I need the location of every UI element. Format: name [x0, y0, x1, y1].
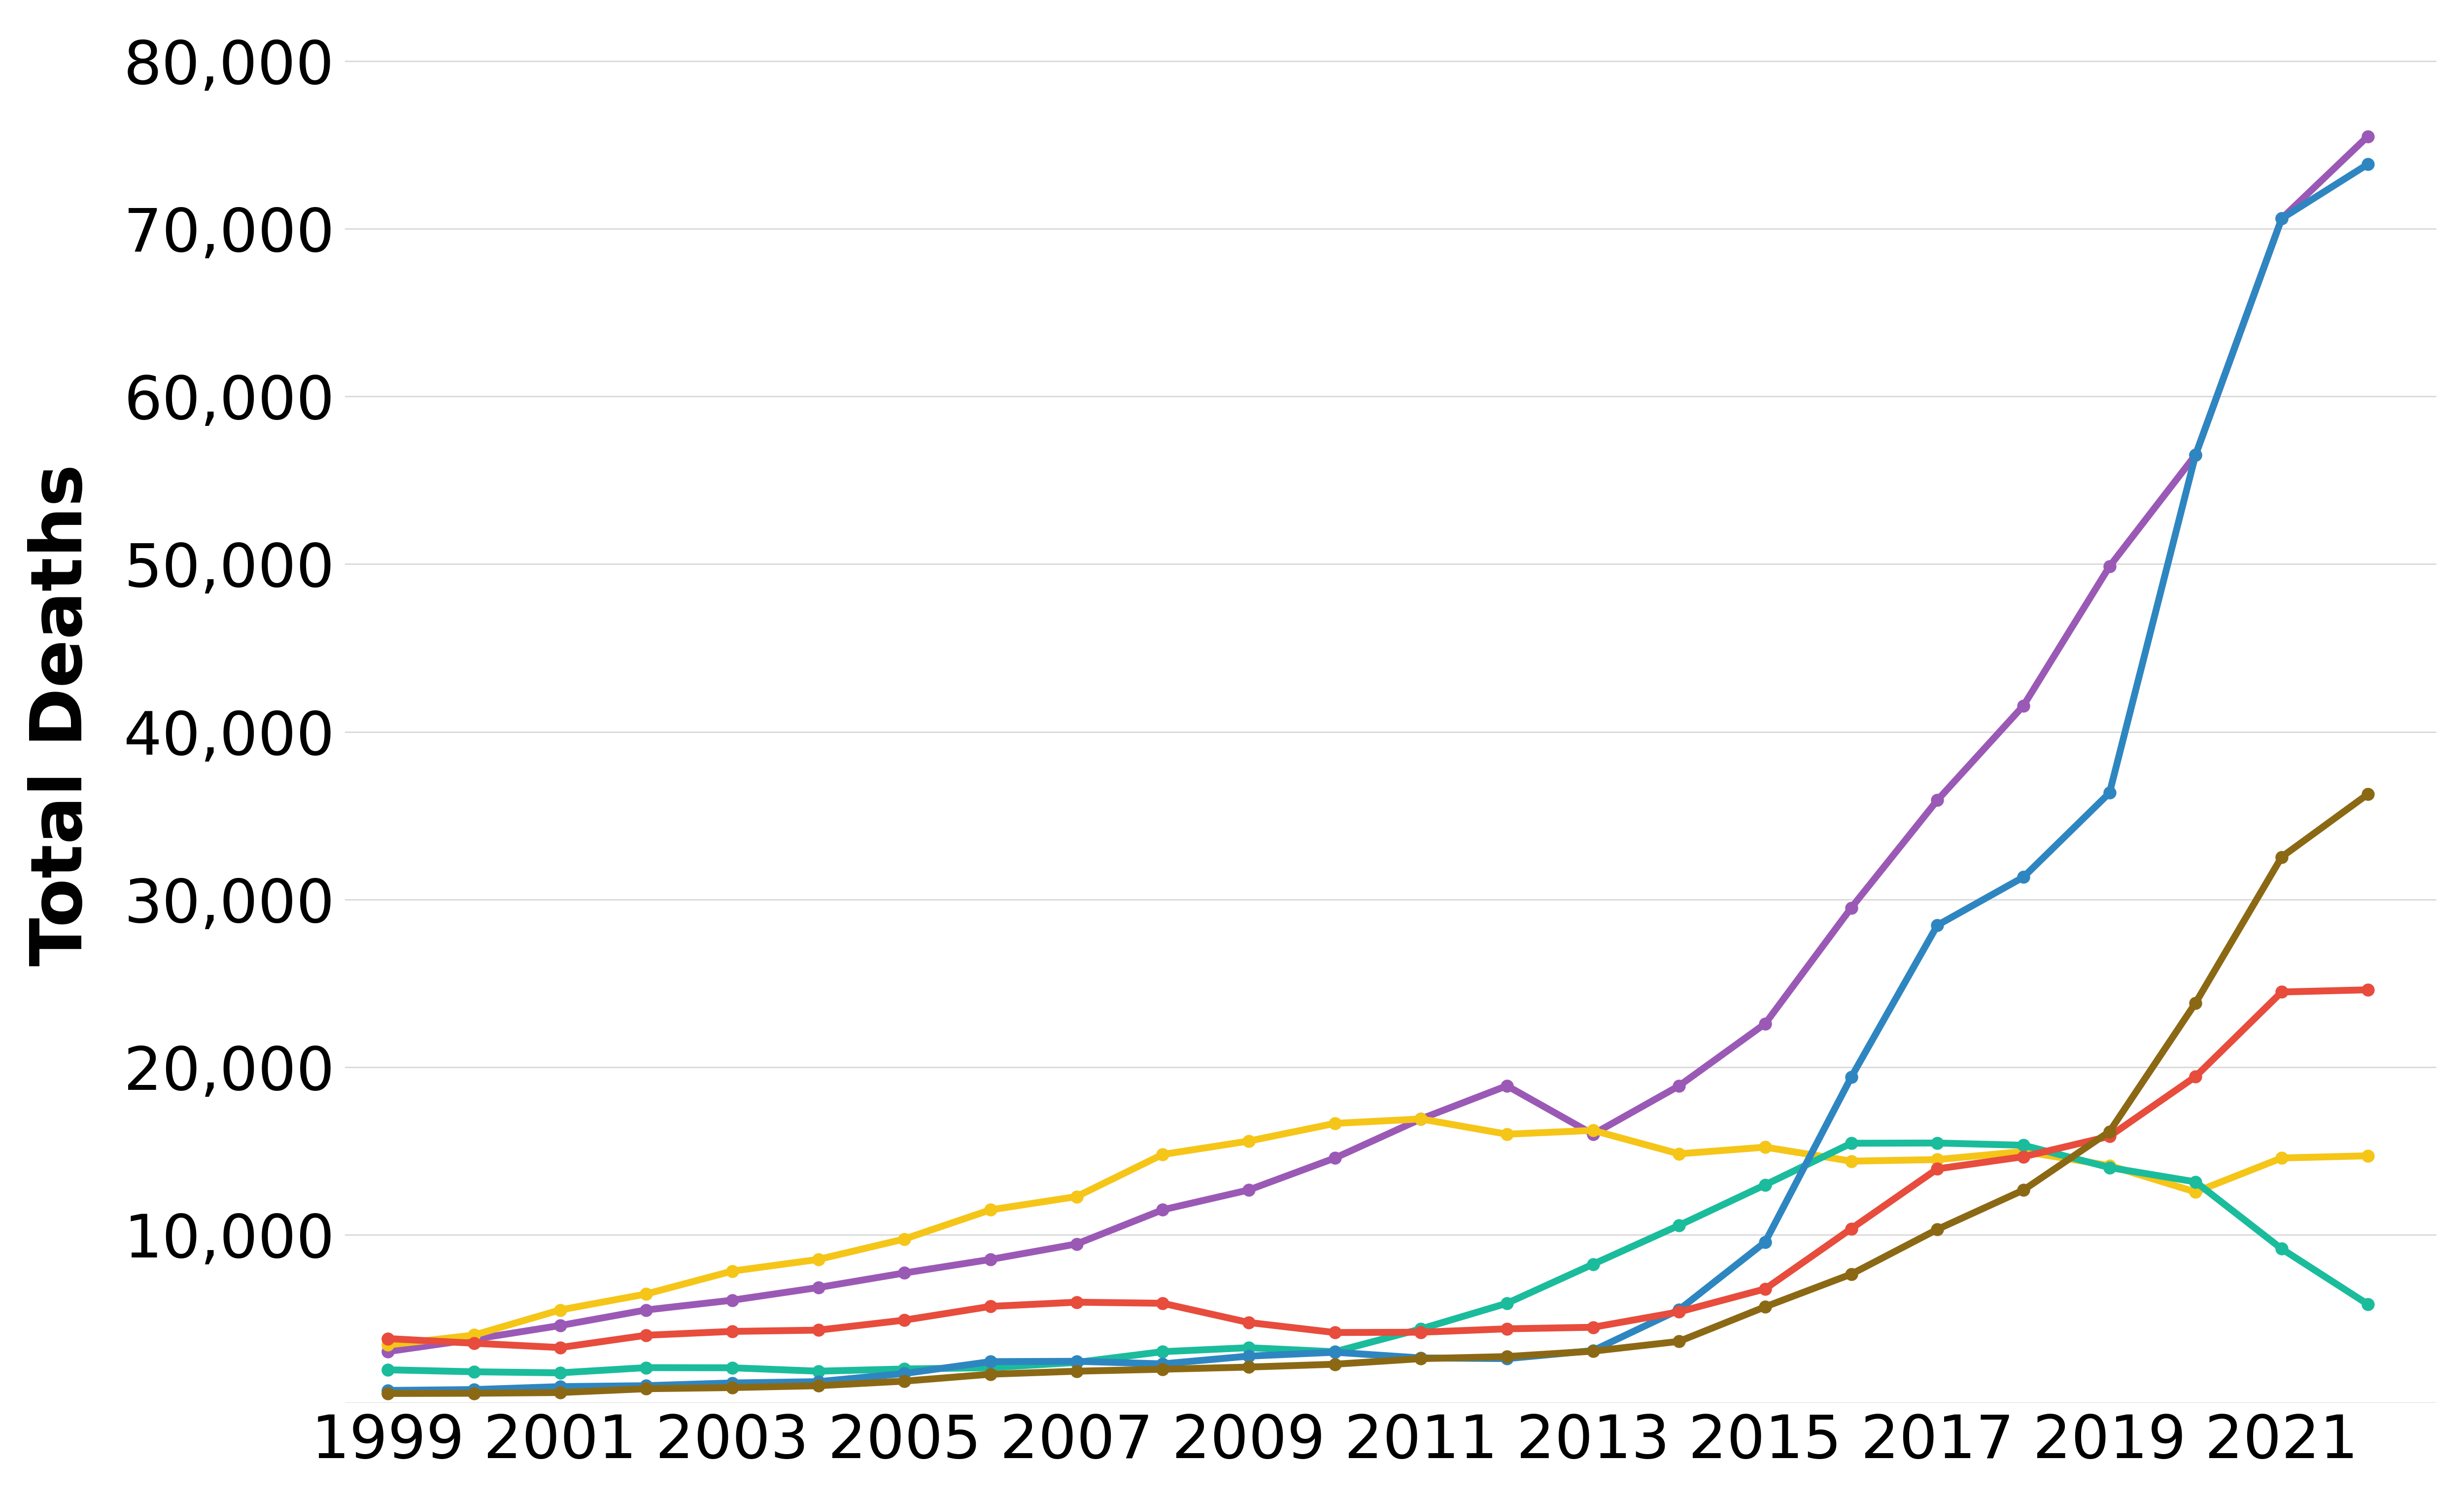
Y-axis label: Total Deaths: Total Deaths	[27, 464, 96, 966]
